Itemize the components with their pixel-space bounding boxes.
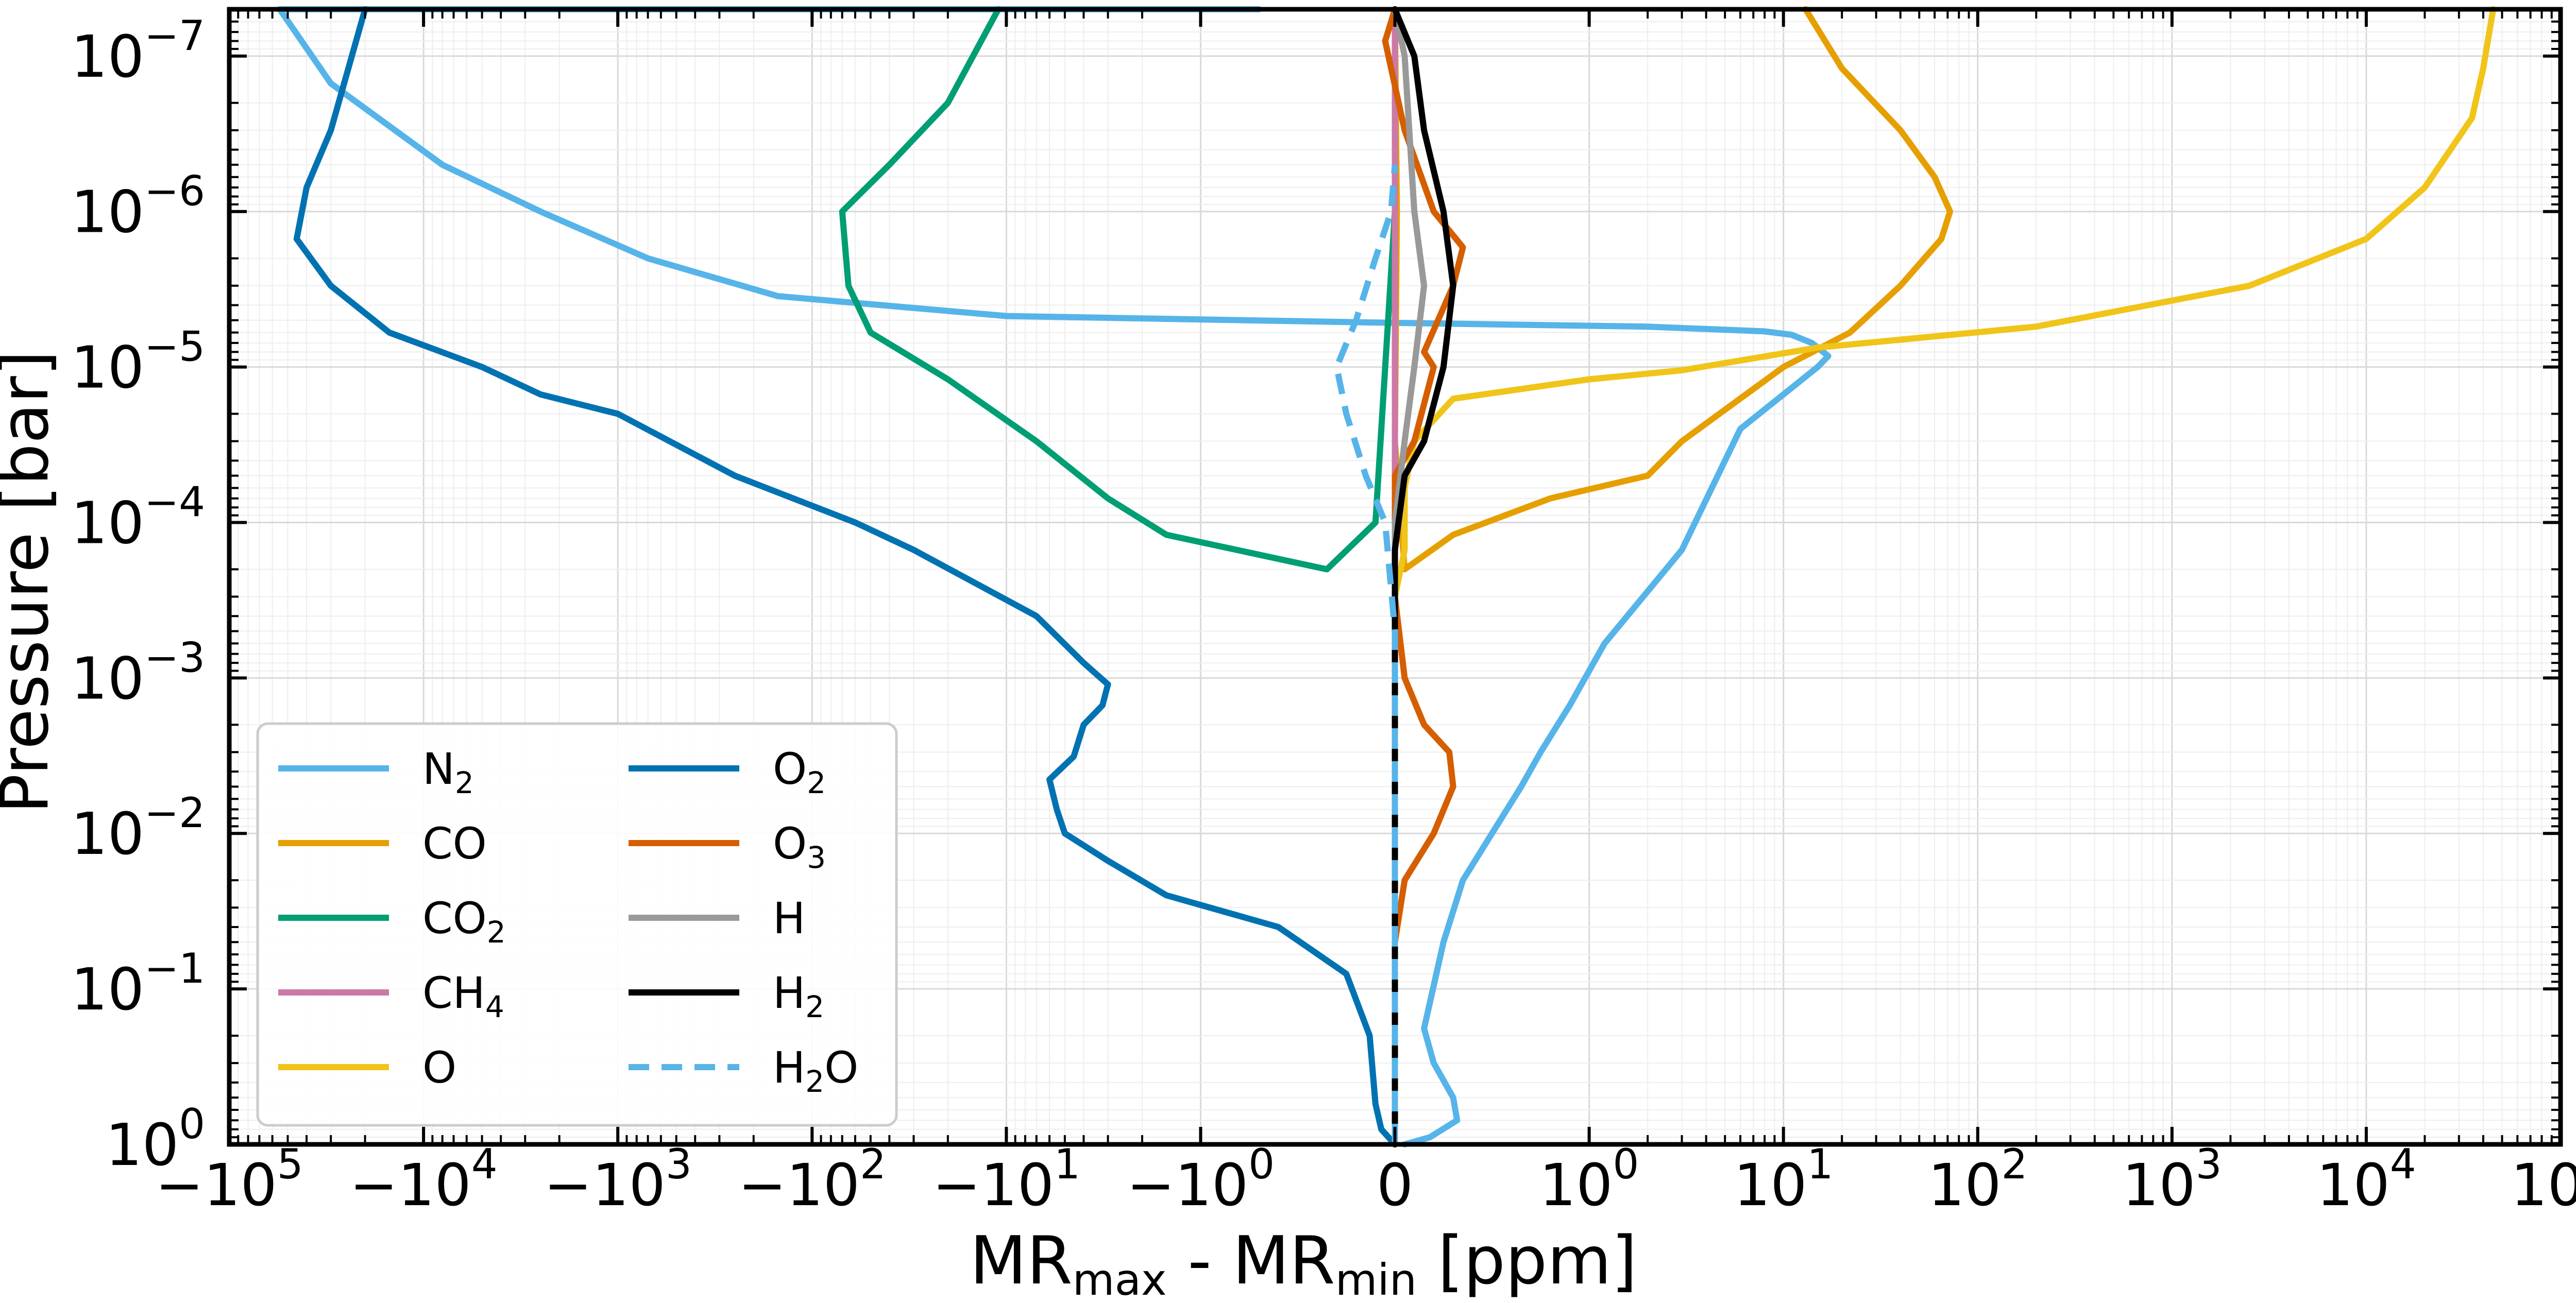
x-tick-label: −103 bbox=[544, 1140, 692, 1219]
y-tick-label: 10−3 bbox=[71, 633, 205, 712]
x-tick-label: 105 bbox=[2511, 1140, 2576, 1219]
y-tick-label: 10−7 bbox=[71, 12, 205, 91]
series-line-h2 bbox=[1392, 6, 1456, 1147]
legend-label-co2: CO2 bbox=[422, 893, 506, 950]
x-tick-label: 101 bbox=[1734, 1140, 1833, 1219]
y-tick-label: 10−6 bbox=[71, 167, 205, 246]
legend-label-o3: O3 bbox=[773, 818, 826, 875]
series-line-co2 bbox=[839, 6, 1398, 573]
ticks bbox=[228, 8, 2562, 1146]
legend-label-h: H bbox=[773, 893, 805, 944]
y-tick-label: 100 bbox=[106, 1100, 205, 1179]
legend-label-o2: O2 bbox=[773, 744, 826, 800]
x-tick-label: 100 bbox=[1539, 1140, 1639, 1219]
series-line-o3 bbox=[1382, 6, 1466, 1147]
x-tick-label: 0 bbox=[1377, 1152, 1413, 1219]
x-tick-label: −102 bbox=[738, 1140, 886, 1219]
series-line-n2 bbox=[276, 6, 1832, 1147]
legend-label-ch4: CH4 bbox=[422, 968, 504, 1024]
y-tick-label: 10−4 bbox=[71, 478, 205, 557]
x-tick-label: 104 bbox=[2316, 1140, 2416, 1219]
y-tick-label: 10−1 bbox=[71, 945, 205, 1023]
y-tick-label: 10−2 bbox=[71, 789, 205, 868]
legend-label-o: O bbox=[422, 1042, 456, 1093]
series-line-o bbox=[1392, 6, 2497, 1147]
legend-label-h2: H2 bbox=[773, 968, 824, 1024]
x-tick-label: −101 bbox=[933, 1140, 1080, 1219]
y-tick-label: 10−5 bbox=[71, 323, 205, 402]
legend-box bbox=[256, 722, 898, 1127]
legend-label-n2: N2 bbox=[422, 744, 474, 800]
x-tick-label: −104 bbox=[349, 1140, 497, 1219]
legend: N2 CO CO2 CH4 O O2 O3 H H2 H2O bbox=[256, 722, 898, 1127]
x-tick-labels: −105 −104 −103 −102 −101 −100 0 100 101 102 103 104… bbox=[155, 1140, 2576, 1219]
legend-label-h2o: H2O bbox=[773, 1042, 858, 1099]
y-axis-title: Pressure [bar] bbox=[0, 350, 63, 813]
x-axis-title: MRmax - MRmin [ppm] bbox=[970, 1223, 1637, 1303]
series-line-h2o bbox=[1333, 164, 1398, 1144]
legend-label-co: CO bbox=[422, 818, 487, 869]
x-tick-label: −100 bbox=[1127, 1140, 1275, 1219]
x-tick-label: 103 bbox=[2122, 1140, 2222, 1219]
series-line-o2 bbox=[293, 6, 1398, 1147]
series-lines bbox=[276, 6, 2497, 1147]
series-line-co bbox=[1392, 6, 1953, 573]
y-tick-labels: 100 10−1 10−2 10−3 10−4 10−5 10−6 10−7 bbox=[71, 12, 205, 1179]
x-tick-label: −105 bbox=[155, 1140, 303, 1219]
series-line-h bbox=[1392, 6, 1428, 1147]
x-tick-label: 102 bbox=[1928, 1140, 2027, 1219]
